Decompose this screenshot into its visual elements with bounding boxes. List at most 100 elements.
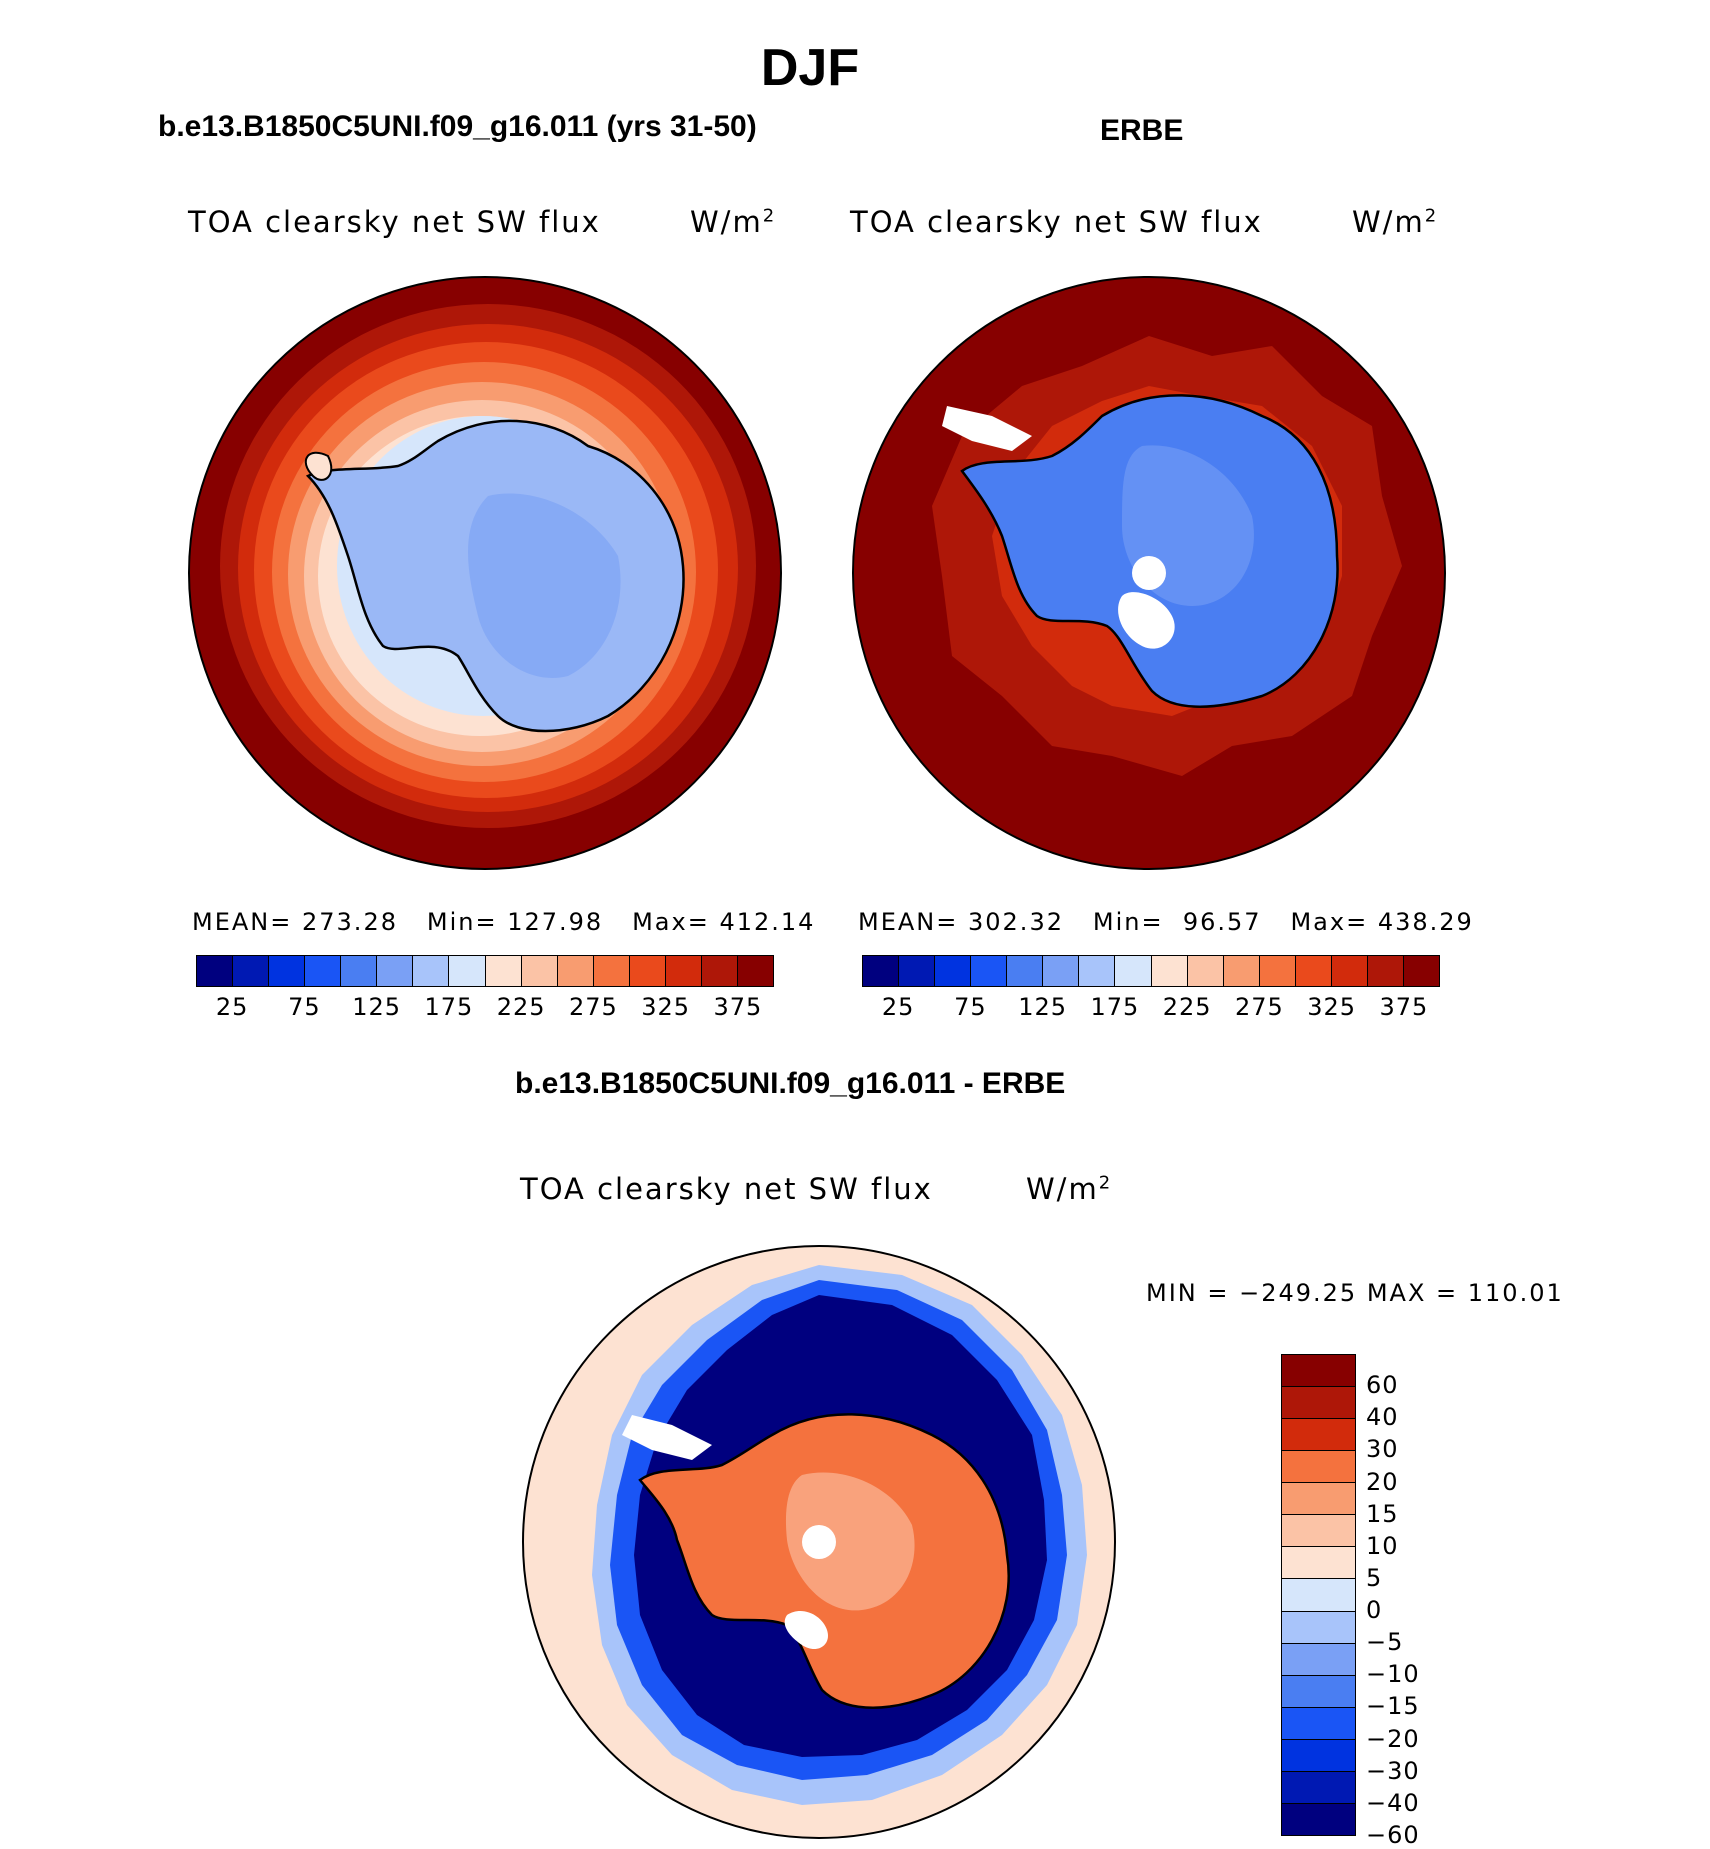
colorbar-swatch (1282, 1739, 1355, 1772)
colorbar-tick-label: 60 (1366, 1371, 1399, 1400)
colorbar-swatch (701, 956, 738, 986)
colorbar-diff (1281, 1354, 1356, 1836)
colorbar-swatch (1282, 1451, 1355, 1484)
panel-model-title: b.e13.B1850C5UNI.f09_g16.011 (yrs 31-50) (158, 110, 757, 143)
colorbar-tick-label: 75 (288, 993, 321, 1021)
colorbar-swatch (341, 956, 378, 986)
colorbar-swatch (557, 956, 594, 986)
colorbar-swatch (1282, 1707, 1355, 1740)
colorbar-tick-label: −15 (1366, 1692, 1420, 1721)
model-mean: 273.28 (302, 908, 398, 936)
colorbar-tick-label: 325 (1307, 993, 1357, 1021)
colorbar-tick-label: 375 (713, 993, 763, 1021)
colorbar-swatch (1223, 956, 1260, 986)
colorbar-swatch (1282, 1643, 1355, 1676)
colorbar-swatch (233, 956, 270, 986)
colorbar-tick-label: 175 (1090, 993, 1140, 1021)
colorbar-tick-label: −5 (1366, 1628, 1404, 1657)
colorbar-swatch (377, 956, 414, 986)
model-max: 412.14 (719, 908, 816, 936)
colorbar-tick-label: 375 (1379, 993, 1429, 1021)
colorbar-tick-label: 225 (496, 993, 546, 1021)
colorbar-swatch (1282, 1355, 1355, 1388)
panel-diff-units: W/m2 (1026, 1172, 1113, 1206)
panel-model-variable: TOA clearsky net SW flux (188, 205, 601, 239)
colorbar-swatch (449, 956, 486, 986)
colorbar-swatch (899, 956, 936, 986)
map-obs (852, 276, 1446, 870)
colorbar-swatch (1403, 956, 1439, 986)
model-min: 127.98 (507, 908, 604, 936)
colorbar-swatch (1282, 1547, 1355, 1580)
colorbar-swatch (1282, 1419, 1355, 1452)
colorbar-swatch (1282, 1515, 1355, 1548)
colorbar-obs (862, 955, 1440, 987)
colorbar-tick-label: −40 (1366, 1788, 1420, 1817)
colorbar-swatch (413, 956, 450, 986)
colorbar-swatch (1282, 1579, 1355, 1612)
obs-mean: 302.32 (968, 908, 1064, 936)
colorbar-swatch (1043, 956, 1080, 986)
colorbar-tick-label: 5 (1366, 1563, 1383, 1592)
colorbar-swatch (935, 956, 972, 986)
colorbar-tick-label: 20 (1366, 1467, 1399, 1496)
colorbar-tick-label: 75 (954, 993, 987, 1021)
panel-model-units: W/m2 (690, 205, 777, 239)
colorbar-swatch (1367, 956, 1404, 986)
colorbar-swatch (1151, 956, 1188, 986)
colorbar-swatch (971, 956, 1008, 986)
colorbar-swatch (305, 956, 342, 986)
map-diff (522, 1245, 1116, 1839)
colorbar-tick-label: 25 (881, 993, 915, 1021)
obs-pole-hole (1132, 556, 1166, 590)
colorbar-tick-label: −30 (1366, 1756, 1420, 1785)
obs-stats: MEAN= 302.32 Min= 96.57 Max= 438.29 (858, 908, 1474, 936)
colorbar-tick-label: 275 (1234, 993, 1284, 1021)
main-title: DJF (760, 39, 860, 97)
colorbar-swatch (1295, 956, 1332, 986)
colorbar-swatch (1282, 1803, 1355, 1835)
colorbar-tick-label: 15 (1366, 1499, 1399, 1528)
colorbar-swatch (1331, 956, 1368, 986)
colorbar-tick-label: 40 (1366, 1403, 1399, 1432)
colorbar-swatch (1115, 956, 1152, 986)
colorbar-swatch (863, 956, 900, 986)
obs-max: 438.29 (1377, 908, 1474, 936)
obs-min: 96.57 (1182, 908, 1262, 936)
colorbar-swatch (485, 956, 522, 986)
colorbar-tick-label: 25 (215, 993, 249, 1021)
colorbar-tick-label: −60 (1366, 1821, 1420, 1849)
panel-obs-title: ERBE (1100, 114, 1184, 147)
colorbar-swatch (1282, 1611, 1355, 1644)
panel-obs-variable: TOA clearsky net SW flux (850, 205, 1263, 239)
colorbar-swatch (665, 956, 702, 986)
colorbar-tick-label: 10 (1366, 1531, 1399, 1560)
colorbar-swatch (521, 956, 558, 986)
colorbar-swatch (1282, 1387, 1355, 1420)
colorbar-swatch (737, 956, 773, 986)
colorbar-tick-label: 0 (1366, 1596, 1383, 1625)
panel-diff-variable: TOA clearsky net SW flux (520, 1172, 933, 1206)
map-model (188, 276, 782, 870)
colorbar-swatch (1282, 1675, 1355, 1708)
colorbar-swatch (593, 956, 630, 986)
colorbar-tick-label: 125 (352, 993, 402, 1021)
model-stats: MEAN= 273.28 Min= 127.98 Max= 412.14 (192, 908, 816, 936)
diff-pole-hole (802, 1525, 836, 1559)
colorbar-tick-label: 275 (568, 993, 618, 1021)
panel-obs-units: W/m2 (1352, 205, 1439, 239)
colorbar-tick-label: 325 (641, 993, 691, 1021)
colorbar-swatch (1007, 956, 1044, 986)
colorbar-swatch (269, 956, 306, 986)
colorbar-swatch (629, 956, 666, 986)
colorbar-tick-label: −10 (1366, 1660, 1420, 1689)
colorbar-tick-label: 30 (1366, 1435, 1399, 1464)
colorbar-swatch (1079, 956, 1116, 986)
panel-diff-title: b.e13.B1850C5UNI.f09_g16.011 - ERBE (515, 1067, 1066, 1100)
colorbar-tick-label: −20 (1366, 1724, 1420, 1753)
colorbar-tick-label: 125 (1018, 993, 1068, 1021)
colorbar-swatch (197, 956, 234, 986)
colorbar-tick-label: 175 (424, 993, 474, 1021)
colorbar-swatch (1259, 956, 1296, 986)
diff-minmax: MIN = −249.25 MAX = 110.01 (1146, 1279, 1564, 1307)
